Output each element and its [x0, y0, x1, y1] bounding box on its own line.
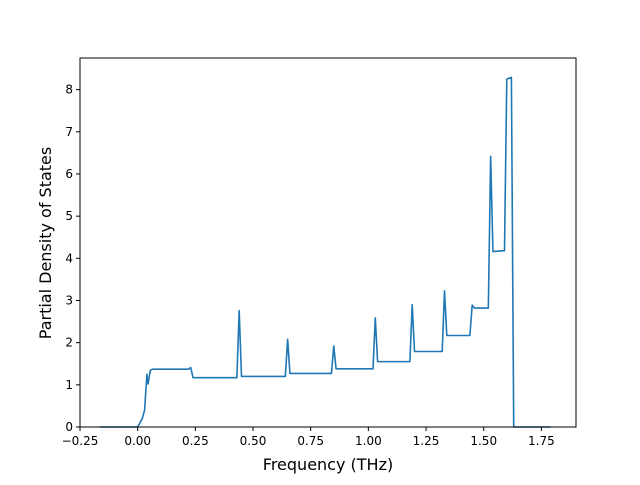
- y-tick-label: 0: [65, 420, 73, 434]
- plot-frame: [79, 57, 577, 428]
- x-tick-label: 1.50: [470, 434, 497, 448]
- x-tick-label: 0.25: [182, 434, 209, 448]
- x-tick-label: 0.75: [297, 434, 324, 448]
- y-tick-label: 8: [65, 83, 73, 97]
- x-tick-label: 0.50: [240, 434, 267, 448]
- x-tick-label: 1.25: [413, 434, 440, 448]
- x-axis-ticks: −0.25 0.00 0.25 0.50 0.75 1.00 1.25 1.50 1.75: [62, 427, 555, 448]
- y-tick-label: 5: [65, 209, 73, 223]
- y-tick-label: 1: [65, 378, 73, 392]
- y-tick-label: 7: [65, 125, 73, 139]
- y-tick-label: 2: [65, 336, 73, 350]
- x-tick-label: −0.25: [62, 434, 99, 448]
- y-tick-label: 6: [65, 167, 73, 181]
- x-tick-label: 1.75: [528, 434, 555, 448]
- x-tick-label: 1.00: [355, 434, 382, 448]
- y-axis-ticks: 0 1 2 3 4 5 6 7 8: [65, 83, 80, 434]
- y-axis-label: Partial Density of States: [36, 147, 55, 339]
- y-tick-label: 4: [65, 251, 73, 265]
- x-tick-label: 0.00: [124, 434, 151, 448]
- plot-area: [79, 57, 577, 428]
- x-axis-label: Frequency (THz): [263, 455, 393, 474]
- y-tick-label: 3: [65, 293, 73, 307]
- pdos-series-line-0: [99, 76, 551, 428]
